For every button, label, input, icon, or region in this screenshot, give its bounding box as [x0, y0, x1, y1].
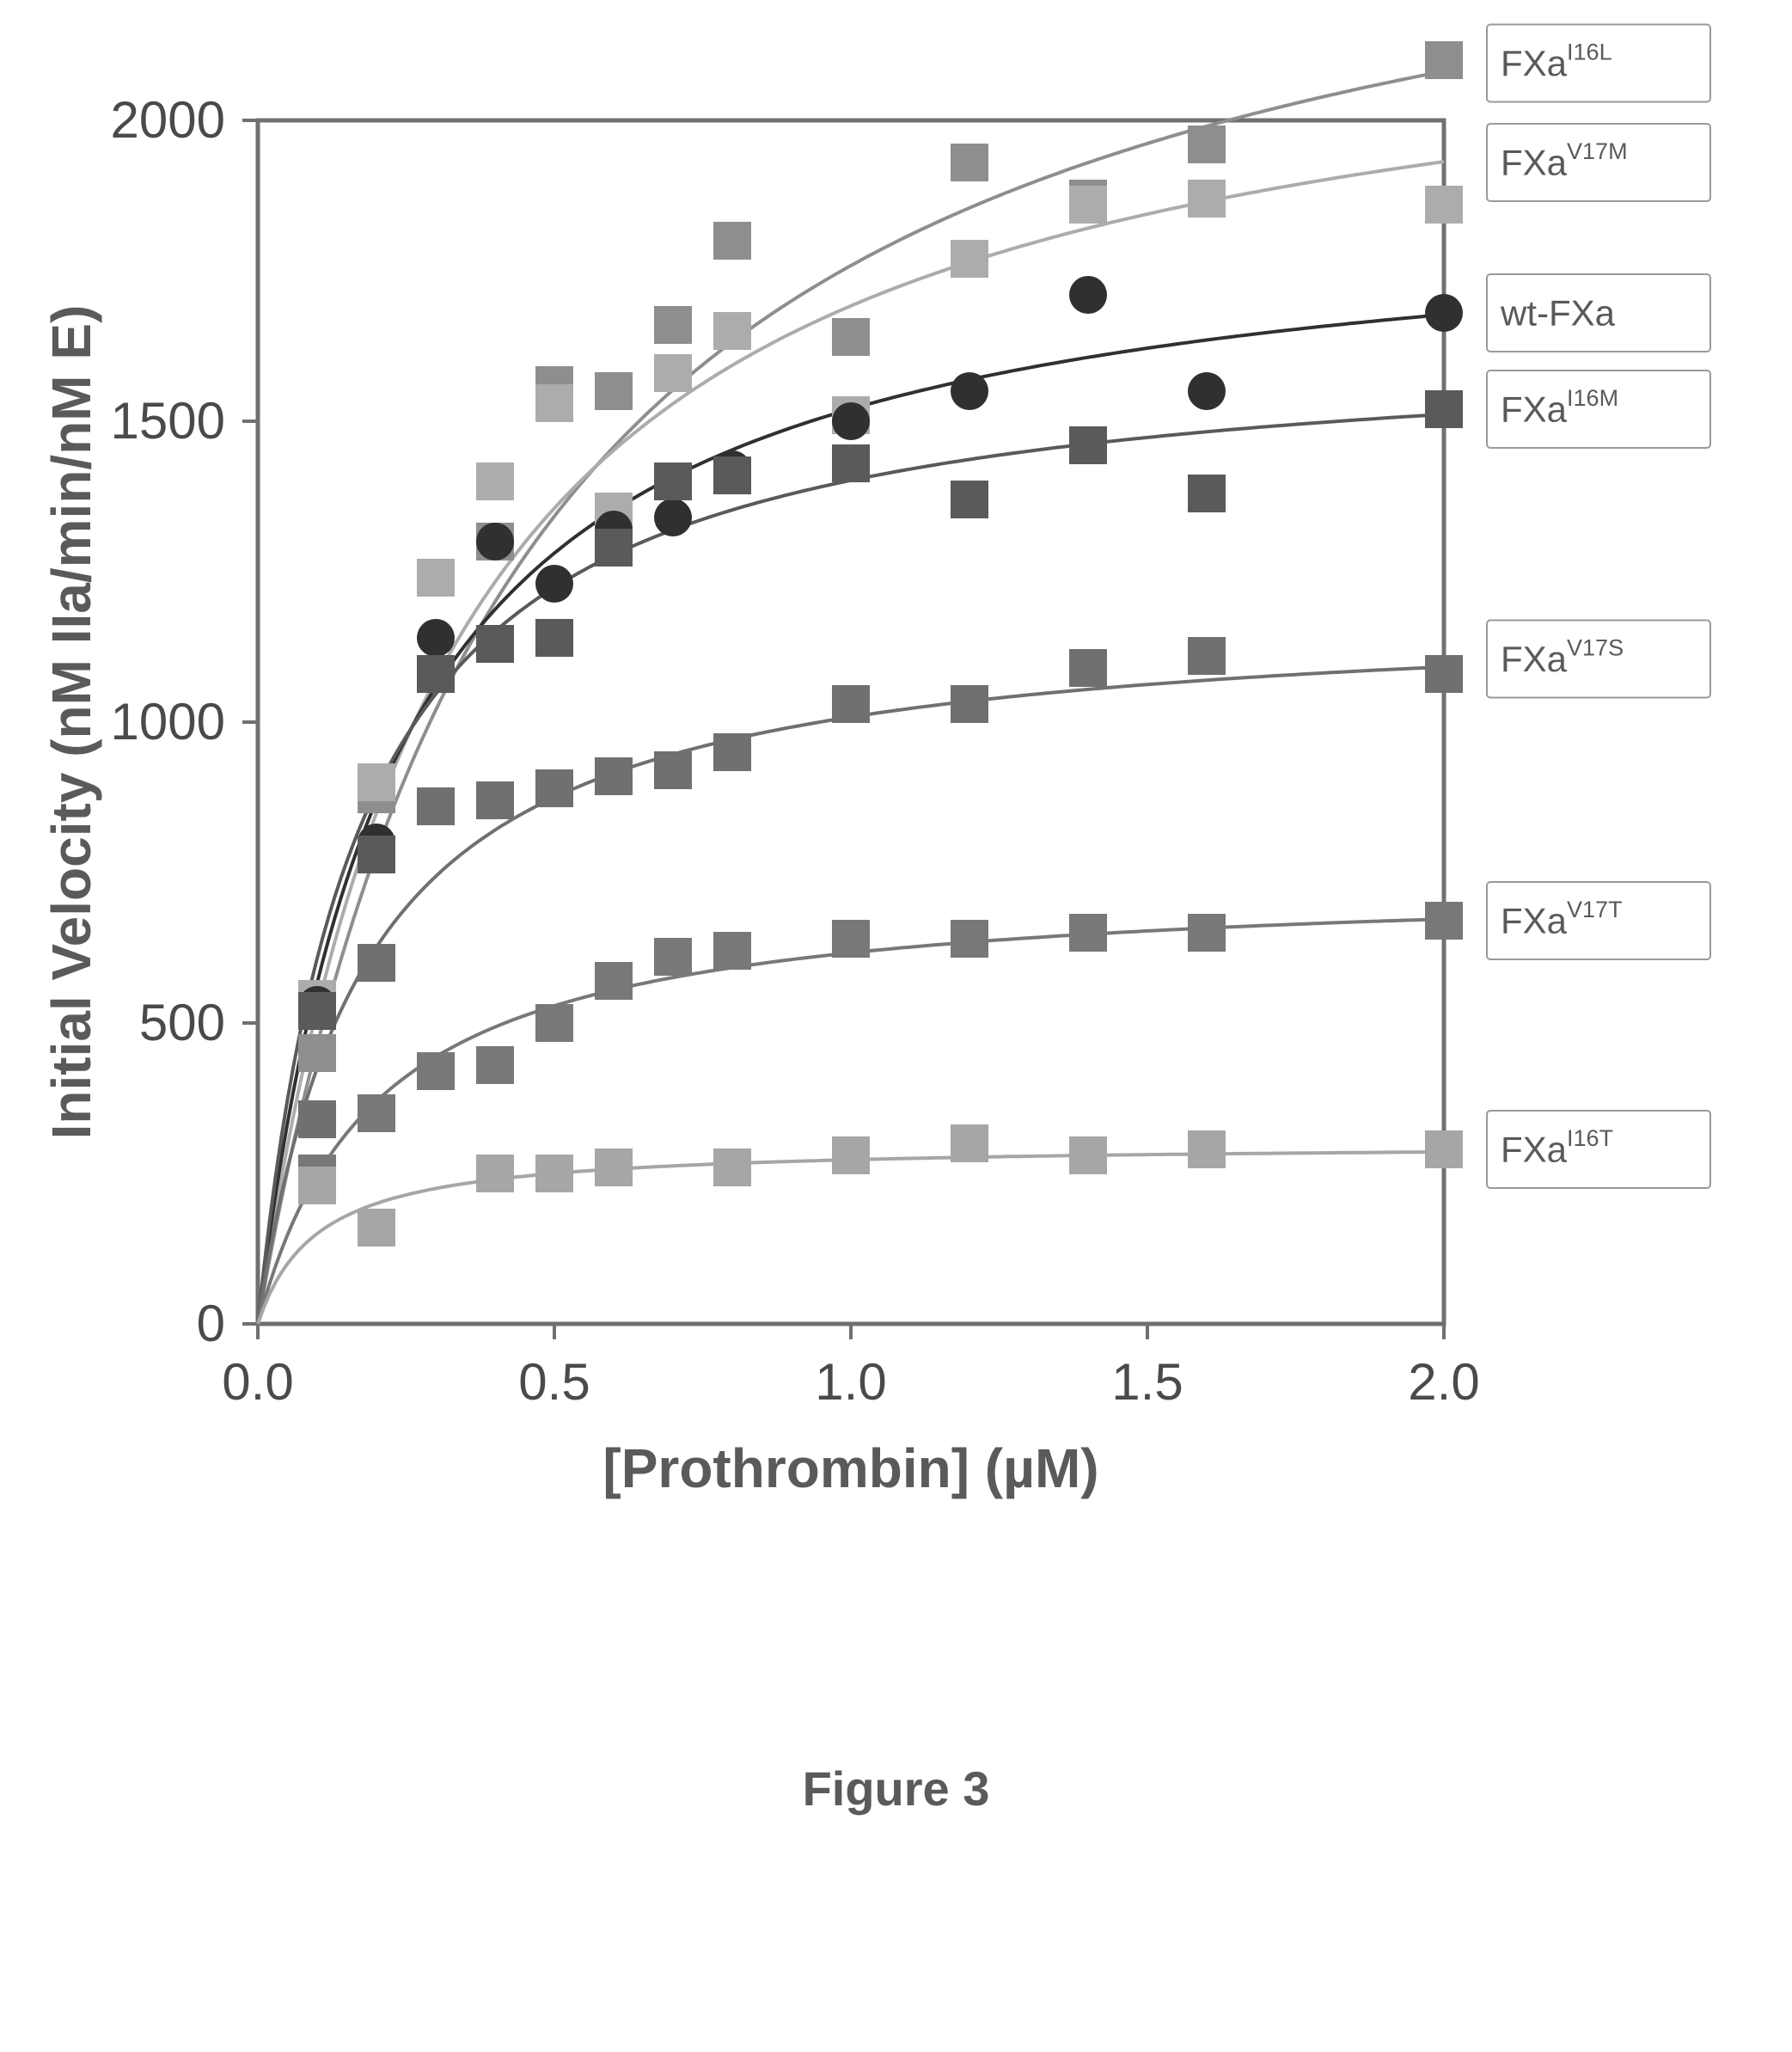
data-point-fxa_i16t	[1188, 1130, 1226, 1168]
data-point-fxa_v17m	[654, 354, 692, 392]
data-point-fxa_i16t	[1425, 1130, 1463, 1168]
data-point-wt_fxa	[654, 499, 692, 536]
data-point-fxa_i16t	[713, 1149, 751, 1186]
data-point-fxa_i16l	[713, 222, 751, 260]
data-point-wt_fxa	[417, 619, 455, 657]
data-point-fxa_v17s	[713, 733, 751, 771]
data-point-fxa_i16l	[951, 144, 988, 181]
data-point-fxa_v17m	[713, 312, 751, 350]
data-point-fxa_i16t	[951, 1124, 988, 1162]
data-point-fxa_i16t	[595, 1149, 633, 1186]
data-point-fxa_v17t	[951, 920, 988, 958]
data-point-fxa_i16t	[1069, 1136, 1107, 1174]
data-point-fxa_v17s	[476, 781, 514, 819]
data-point-fxa_i16l	[654, 306, 692, 344]
figure-caption: Figure 3	[803, 1761, 990, 1816]
data-point-wt_fxa	[476, 523, 514, 560]
data-point-fxa_v17m	[476, 462, 514, 500]
y-tick-label: 0	[197, 1295, 225, 1352]
y-tick-label: 2000	[111, 91, 225, 149]
data-point-fxa_v17s	[1069, 649, 1107, 687]
data-point-fxa_i16m	[1425, 390, 1463, 428]
y-tick-label: 1000	[111, 693, 225, 750]
data-point-fxa_i16l	[298, 1034, 336, 1072]
data-point-fxa_i16m	[713, 456, 751, 494]
data-point-wt_fxa	[1069, 276, 1107, 314]
y-axis-label: Initial Velocity (nM IIa/min/nM E)	[40, 305, 102, 1140]
data-point-fxa_v17t	[358, 1094, 395, 1132]
data-point-fxa_v17s	[298, 1100, 336, 1138]
data-point-fxa_v17s	[951, 685, 988, 723]
data-point-fxa_i16m	[595, 529, 633, 567]
data-point-fxa_v17m	[1425, 186, 1463, 224]
data-point-fxa_v17t	[1069, 914, 1107, 952]
data-point-fxa_i16m	[535, 619, 573, 657]
data-point-fxa_v17s	[358, 944, 395, 982]
data-point-fxa_i16m	[476, 625, 514, 663]
figure-wrapper: 0.0 0.5 1.0 1.5 2.0 0 500 1000 1500 2000 [Prothrom…	[0, 0, 1792, 2052]
x-tick-label: 1.5	[1111, 1353, 1183, 1411]
data-point-fxa_i16m	[358, 836, 395, 873]
y-tick-label: 1500	[111, 392, 225, 450]
data-point-fxa_i16m	[1188, 475, 1226, 512]
data-point-fxa_v17s	[535, 769, 573, 807]
data-point-fxa_v17t	[832, 920, 870, 958]
data-point-fxa_i16l	[1188, 126, 1226, 163]
data-point-fxa_i16t	[298, 1167, 336, 1204]
data-point-fxa_i16m	[417, 655, 455, 693]
x-tick-label: 2.0	[1408, 1353, 1479, 1411]
data-point-fxa_i16m	[654, 462, 692, 500]
data-point-fxa_v17m	[1069, 186, 1107, 224]
data-point-fxa_i16t	[832, 1136, 870, 1174]
data-point-fxa_i16m	[832, 444, 870, 482]
data-point-fxa_v17s	[417, 787, 455, 825]
data-point-fxa_v17m	[358, 763, 395, 801]
data-point-wt_fxa	[535, 565, 573, 603]
data-point-wt_fxa	[1425, 294, 1463, 332]
data-point-wt_fxa	[951, 372, 988, 410]
data-point-fxa_v17t	[1188, 914, 1226, 952]
data-point-wt_fxa	[1188, 372, 1226, 410]
data-point-fxa_i16m	[298, 992, 336, 1030]
data-point-fxa_v17t	[476, 1046, 514, 1084]
x-axis-label: [Prothrombin] (µM)	[602, 1437, 1098, 1499]
data-point-fxa_i16t	[476, 1155, 514, 1192]
data-point-fxa_v17t	[535, 1004, 573, 1042]
data-point-fxa_i16l	[832, 318, 870, 356]
data-point-fxa_v17m	[951, 240, 988, 278]
data-point-fxa_v17m	[535, 384, 573, 422]
series-label-wt_fxa: wt-FXa	[1500, 293, 1616, 334]
x-tick-label: 1.0	[815, 1353, 886, 1411]
data-point-fxa_v17s	[1425, 655, 1463, 693]
data-point-fxa_v17s	[1188, 637, 1226, 675]
data-point-fxa_v17t	[654, 938, 692, 976]
data-point-fxa_i16m	[951, 481, 988, 518]
data-point-fxa_i16t	[535, 1155, 573, 1192]
data-point-fxa_v17m	[1188, 180, 1226, 217]
data-point-fxa_i16l	[595, 372, 633, 410]
data-point-fxa_i16l	[1425, 41, 1463, 79]
data-point-fxa_v17s	[832, 685, 870, 723]
data-point-fxa_v17t	[417, 1052, 455, 1090]
data-point-fxa_v17s	[595, 757, 633, 795]
data-point-wt_fxa	[832, 402, 870, 440]
x-tick-label: 0.0	[222, 1353, 293, 1411]
data-point-fxa_v17m	[417, 559, 455, 597]
data-point-fxa_v17s	[654, 751, 692, 789]
chart-svg: 0.0 0.5 1.0 1.5 2.0 0 500 1000 1500 2000 [Prothrom…	[0, 0, 1792, 2052]
data-point-fxa_v17t	[1425, 902, 1463, 940]
y-tick-label: 500	[139, 994, 225, 1051]
data-point-fxa_v17t	[595, 962, 633, 1000]
data-point-fxa_i16m	[1069, 426, 1107, 464]
data-point-fxa_i16t	[358, 1209, 395, 1247]
x-tick-label: 0.5	[518, 1353, 590, 1411]
data-point-fxa_v17t	[713, 932, 751, 970]
